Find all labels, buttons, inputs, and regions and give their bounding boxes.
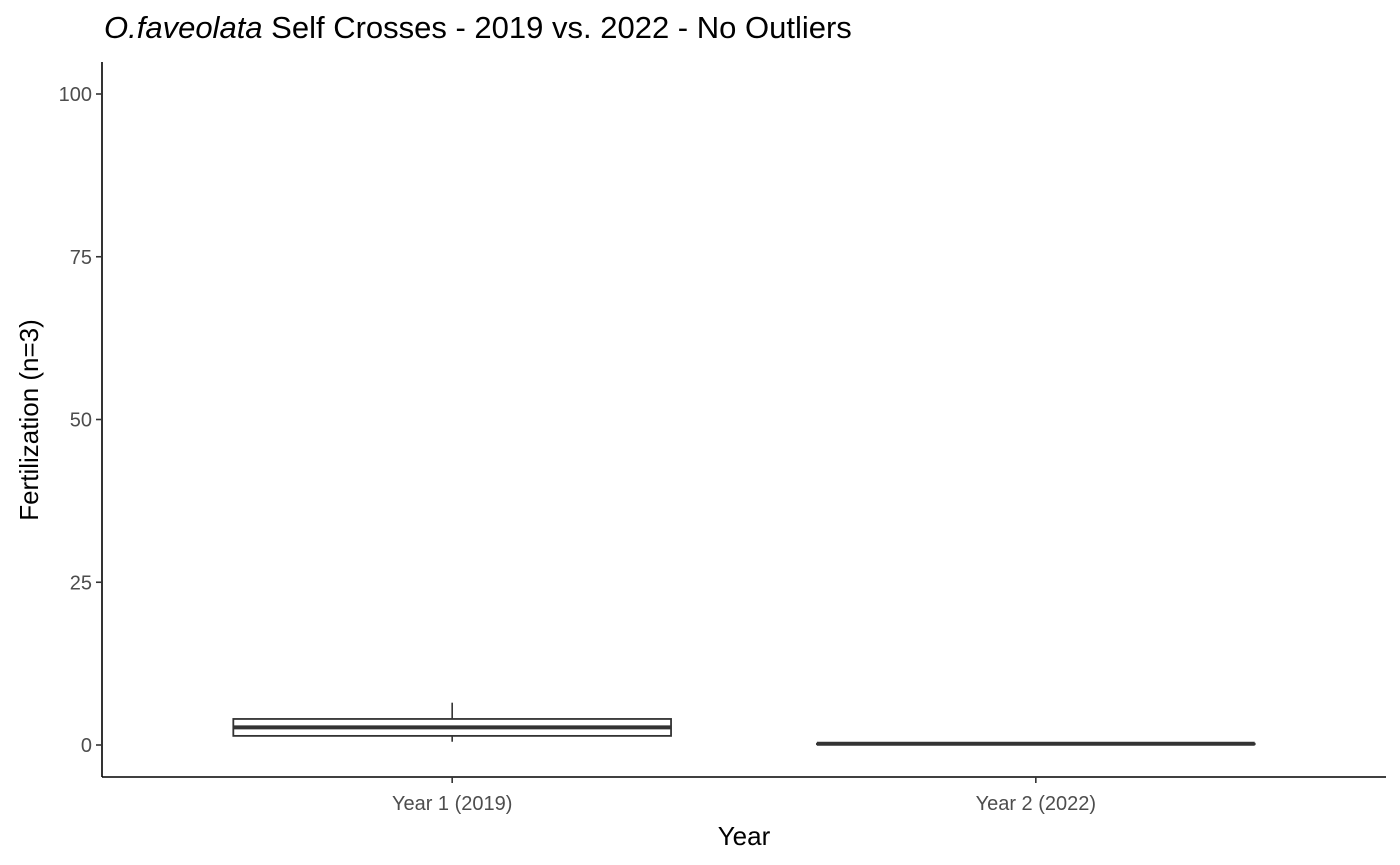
y-tick-label: 100 — [59, 84, 92, 106]
chart-title-species: O.faveolata — [104, 10, 263, 45]
chart-title: O.faveolata Self Crosses - 2019 vs. 2022… — [104, 10, 852, 46]
chart-title-text: Self Crosses - 2019 vs. 2022 - No Outlie… — [262, 10, 852, 45]
plot-area — [232, 702, 1256, 746]
y-axis-title: Fertilization (n=3) — [14, 319, 44, 521]
y-axis-ticks: 0 25 50 75 100 — [59, 84, 102, 757]
box-group — [232, 702, 672, 742]
box-group — [816, 741, 1256, 746]
y-tick-label: 25 — [70, 572, 92, 594]
x-tick-label: Year 2 (2022) — [976, 793, 1096, 815]
y-tick-label: 0 — [81, 735, 92, 757]
x-axis-title: Year — [718, 821, 771, 851]
y-tick-label: 75 — [70, 247, 92, 269]
x-tick-label: Year 1 (2019) — [392, 793, 512, 815]
x-axis-ticks: Year 1 (2019) Year 2 (2022) — [392, 777, 1096, 815]
y-tick-label: 50 — [70, 410, 92, 432]
